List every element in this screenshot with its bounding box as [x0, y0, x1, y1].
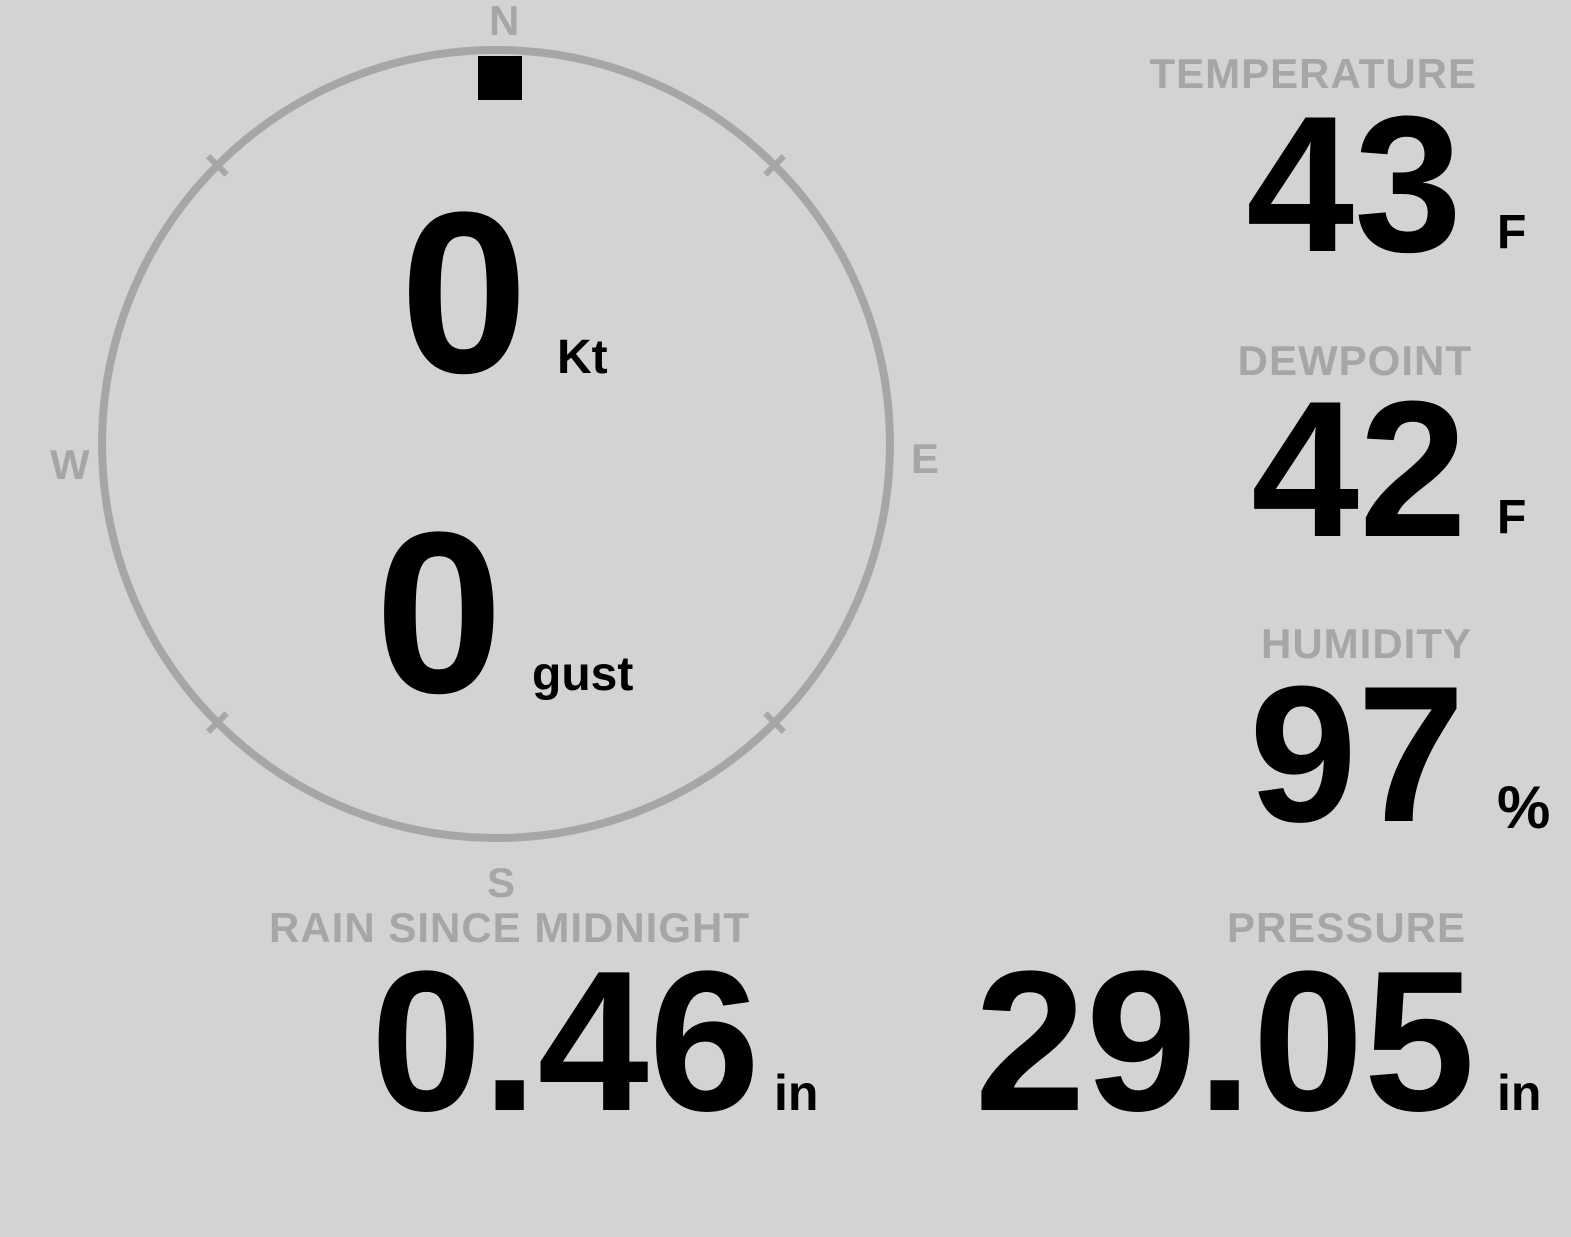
rain-since-midnight-label: RAIN SINCE MIDNIGHT [269, 904, 750, 951]
wind-direction-marker-group [478, 56, 522, 100]
wind-gust-unit: gust [532, 648, 634, 701]
temperature-value: 43 [1246, 76, 1462, 293]
humidity-value: 97 [1249, 646, 1465, 863]
compass-label-north: N [489, 0, 521, 44]
compass-label-east: E [911, 435, 941, 482]
dewpoint-unit: F [1497, 491, 1527, 544]
pressure-value: 29.05 [974, 930, 1476, 1153]
compass-tick-sw [206, 711, 229, 734]
compass-tick-ne [763, 154, 786, 177]
compass-tick-se [763, 711, 786, 734]
humidity-unit: % [1497, 774, 1551, 841]
compass-ring [98, 46, 894, 842]
pressure-unit: in [1497, 1065, 1542, 1121]
dewpoint-label: DEWPOINT [1237, 337, 1472, 384]
temperature-unit: F [1497, 206, 1527, 259]
rain-since-midnight-unit: in [774, 1065, 819, 1121]
compass-label-south: S [487, 859, 517, 906]
wind-speed-value: 0 [400, 164, 528, 421]
wind-speed-unit: Kt [557, 331, 608, 384]
temperature-label: TEMPERATURE [1149, 50, 1477, 97]
wind-gust-value: 0 [375, 484, 503, 741]
dewpoint-value: 42 [1251, 361, 1467, 578]
pressure-label: PRESSURE [1226, 904, 1466, 951]
humidity-label: HUMIDITY [1261, 620, 1472, 667]
compass-tick-nw [206, 154, 229, 177]
compass-label-west: W [50, 441, 91, 488]
wind-compass [98, 46, 894, 842]
wind-direction-marker [478, 56, 522, 100]
rain-since-midnight-value: 0.46 [370, 930, 760, 1153]
